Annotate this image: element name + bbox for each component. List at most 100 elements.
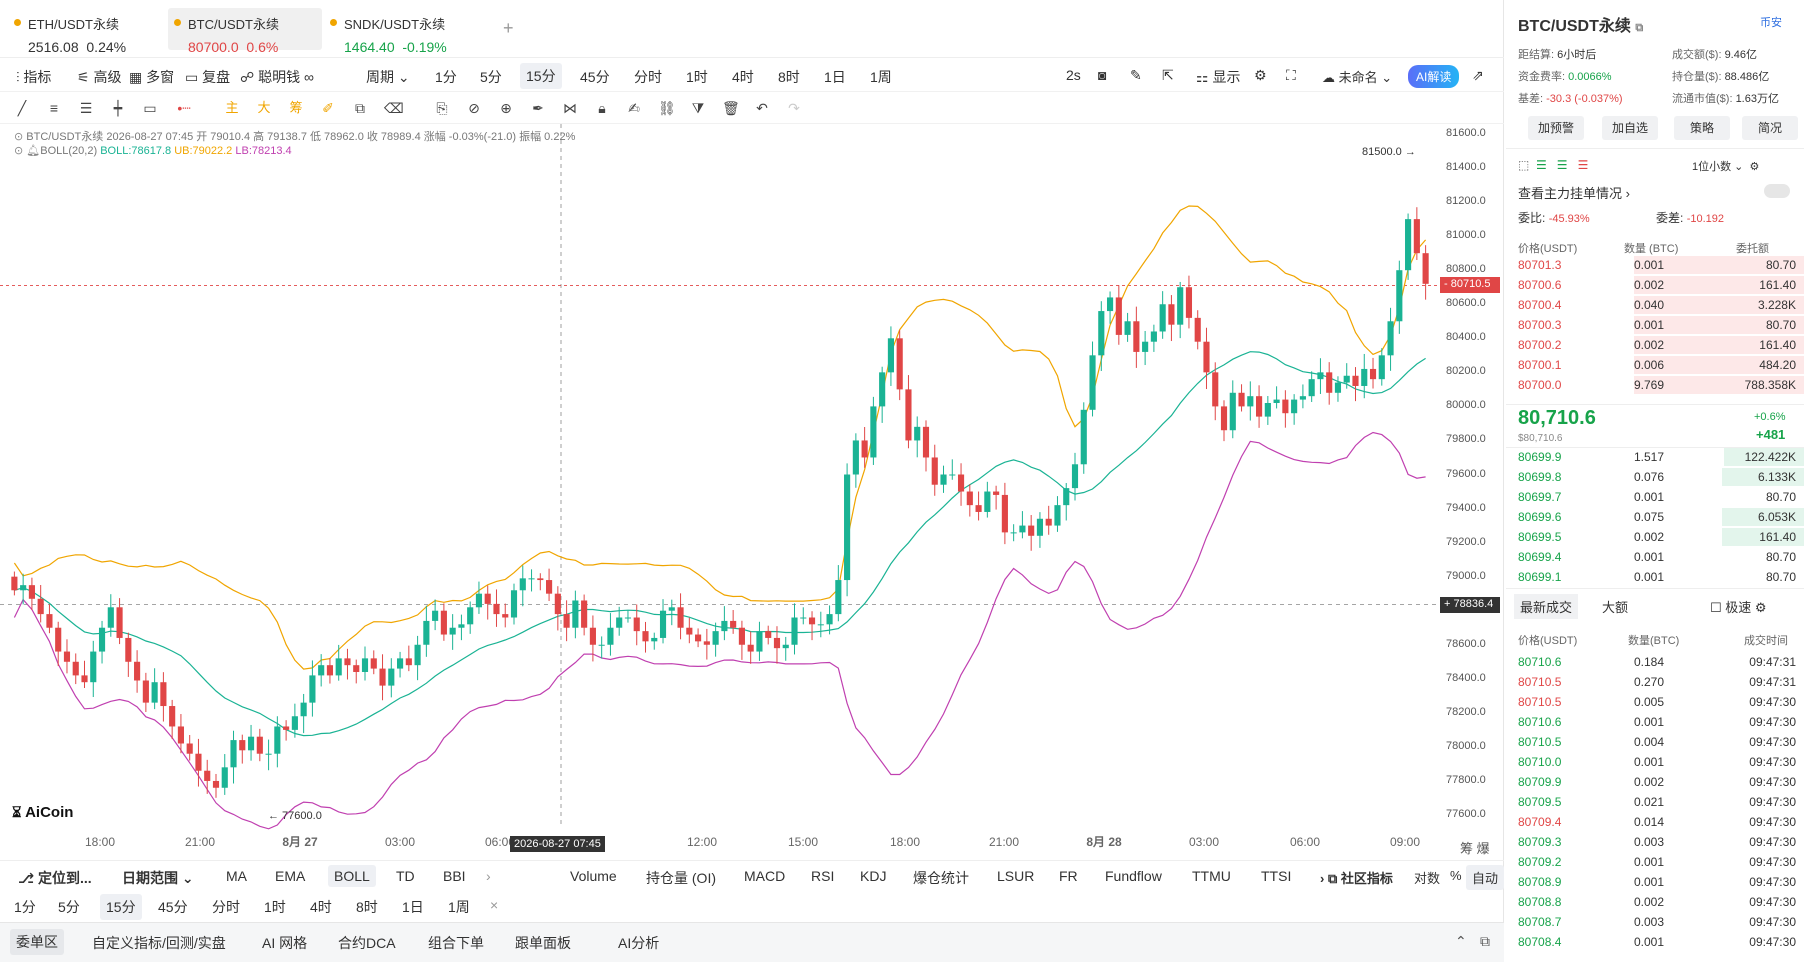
redo-icon[interactable]: ↷: [788, 100, 800, 116]
tab-combo[interactable]: 组合下单: [428, 935, 484, 951]
settings-icon[interactable]: ⚙: [1254, 67, 1267, 83]
ob-view-icons[interactable]: ⬚ ☰ ☰ ☰: [1518, 158, 1589, 172]
undo-icon[interactable]: ↶: [756, 100, 768, 116]
overview-button[interactable]: 简况: [1742, 116, 1798, 140]
interval-1d[interactable]: 1日: [824, 69, 846, 85]
ind-td[interactable]: TD: [396, 868, 415, 884]
trade-row[interactable]: 80708.9 0.001 09:47:30: [1506, 872, 1804, 892]
fullscreen-icon[interactable]: ⛶: [1286, 67, 1296, 83]
display-button[interactable]: ⚏ 显示: [1196, 69, 1241, 85]
trade-row[interactable]: 80710.6 0.184 09:47:31: [1506, 652, 1804, 672]
tab-eth[interactable]: ETH/USDT永续 2516.08 0.24%: [8, 8, 162, 55]
trade-row[interactable]: 80710.5 0.270 09:47:31: [1506, 672, 1804, 692]
sub-lsur[interactable]: LSUR: [997, 868, 1035, 884]
bid-row[interactable]: 80699.5 0.002 161.40: [1506, 527, 1804, 547]
channel-icon[interactable]: ☰: [79, 100, 93, 116]
date-range-dropdown[interactable]: 日期范围 ⌄: [122, 870, 194, 886]
pencil-icon[interactable]: ✎: [1130, 67, 1142, 83]
brush-icon[interactable]: ✐: [322, 100, 334, 116]
big-order-icon[interactable]: 大: [257, 100, 271, 115]
trade-row[interactable]: 80709.2 0.001 09:47:30: [1506, 852, 1804, 872]
exchange-link[interactable]: 币安: [1760, 17, 1782, 29]
trade-row[interactable]: 80710.5 0.005 09:47:30: [1506, 692, 1804, 712]
review-button[interactable]: ▭ 复盘: [185, 69, 231, 85]
camera-icon[interactable]: ◙: [1098, 67, 1107, 83]
tab-ai-grid[interactable]: AI 网格: [262, 935, 308, 951]
collapse-icon[interactable]: ⌃: [1455, 933, 1467, 949]
interval-timeshare[interactable]: 分时: [634, 69, 662, 85]
bid-row[interactable]: 80699.9 1.517 122.422K: [1506, 447, 1804, 467]
trade-row[interactable]: 80709.5 0.021 09:47:30: [1506, 792, 1804, 812]
trade-row[interactable]: 80709.4 0.014 09:47:30: [1506, 812, 1804, 832]
b-interval-1h[interactable]: 1时: [264, 899, 286, 915]
strategy-button[interactable]: 策略: [1674, 116, 1730, 140]
b-interval-1d[interactable]: 1日: [402, 899, 424, 915]
tab-dca[interactable]: 合约DCA: [338, 935, 396, 951]
ask-row[interactable]: 80700.1 0.006 484.20: [1506, 355, 1804, 375]
clone-icon[interactable]: ⎘: [436, 100, 448, 116]
chip-icon[interactable]: 筹: [289, 100, 303, 115]
ask-row[interactable]: 80700.0 9.769 788.358K: [1506, 375, 1804, 395]
ask-row[interactable]: 80701.3 0.001 80.70: [1506, 255, 1804, 275]
speed-button[interactable]: 2s: [1066, 67, 1081, 83]
bid-row[interactable]: 80699.1 0.001 80.70: [1506, 567, 1804, 587]
log-toggle[interactable]: 对数: [1414, 871, 1441, 886]
trash-icon[interactable]: 🗑︎: [722, 100, 740, 116]
multi-window-button[interactable]: ▦ 多窗: [129, 69, 175, 85]
add-tab-icon[interactable]: +: [503, 18, 514, 38]
interval-15m[interactable]: 15分: [520, 63, 562, 89]
b-interval-1m[interactable]: 1分: [14, 899, 36, 915]
bid-row[interactable]: 80699.4 0.001 80.70: [1506, 547, 1804, 567]
tab-copy[interactable]: 跟单面板: [515, 935, 571, 951]
sub-fundflow[interactable]: Fundflow: [1105, 868, 1162, 884]
bid-row[interactable]: 80699.8 0.076 6.133K: [1506, 467, 1804, 487]
more-ind-icon[interactable]: ›: [486, 868, 491, 884]
rect-icon[interactable]: ▭: [143, 100, 157, 116]
large-trades-tab[interactable]: 大额: [1602, 600, 1629, 615]
ind-ma[interactable]: MA: [226, 868, 247, 884]
lock-icon[interactable]: 🔒︎: [598, 100, 606, 116]
sub-oi[interactable]: 持仓量 (OI): [646, 870, 716, 886]
b-interval-45m[interactable]: 45分: [158, 899, 188, 915]
tab-custom-ind[interactable]: 自定义指标/回测/实盘: [92, 935, 226, 951]
tab-btc[interactable]: BTC/USDT永续 80700.0 0.6%: [168, 8, 322, 55]
interval-1m[interactable]: 1分: [435, 69, 457, 85]
filter-icon[interactable]: ⧩: [691, 100, 705, 116]
bid-row[interactable]: 80699.6 0.075 6.053K: [1506, 507, 1804, 527]
interval-1h[interactable]: 1时: [686, 69, 708, 85]
add-alert-button[interactable]: 加预警: [1528, 116, 1584, 140]
trade-row[interactable]: 80710.0 0.001 09:47:30: [1506, 752, 1804, 772]
copy-icon[interactable]: ⧉: [1635, 22, 1644, 34]
ask-row[interactable]: 80700.4 0.040 3.228K: [1506, 295, 1804, 315]
fast-checkbox[interactable]: ☐ 极速 ⚙: [1710, 600, 1767, 615]
sub-macd[interactable]: MACD: [744, 868, 786, 884]
sub-rsi[interactable]: RSI: [811, 868, 835, 884]
tab-orders[interactable]: 委单区: [10, 929, 64, 955]
sub-volume[interactable]: Volume: [570, 868, 617, 884]
ray-icon[interactable]: •┈: [177, 100, 191, 116]
sub-ttsi[interactable]: TTSI: [1261, 868, 1292, 884]
ind-bbi[interactable]: BBI: [443, 868, 466, 884]
sub-liq[interactable]: 爆仓统计: [913, 870, 969, 886]
sub-fr[interactable]: FR: [1059, 868, 1078, 884]
price-axis[interactable]: 81600.0 81400.0 81200.0 81000.0 80800.0 80600…: [1440, 124, 1504, 860]
export-icon[interactable]: ⇱: [1162, 67, 1174, 83]
latest-trades-tab[interactable]: 最新成交: [1514, 594, 1579, 619]
trade-row[interactable]: 80708.4 0.001 09:47:30: [1506, 932, 1804, 952]
locate-button[interactable]: ⎇ 定位到...: [18, 870, 92, 886]
zoom-icon[interactable]: ⊕: [500, 100, 512, 116]
b-interval-4h[interactable]: 4时: [310, 899, 332, 915]
b-interval-15m[interactable]: 15分: [100, 894, 142, 920]
chip-label[interactable]: 筹 爆: [1460, 841, 1490, 856]
interval-8h[interactable]: 8时: [778, 69, 800, 85]
interval-4h[interactable]: 4时: [732, 69, 754, 85]
link-icon[interactable]: ⛓: [658, 100, 676, 116]
chart-canvas[interactable]: 18:00 21:00 8月 27 03:00 06:00 12:00 15:00 18:00…: [0, 124, 1440, 860]
period-dropdown[interactable]: 周期 ⌄: [366, 69, 410, 85]
ind-ema[interactable]: EMA: [275, 868, 306, 884]
marker-icon[interactable]: ✒: [532, 100, 544, 116]
b-interval-1w[interactable]: 1周: [448, 899, 470, 915]
smart-money-button[interactable]: ☍ 聪明钱 ∞: [240, 69, 314, 85]
indicators-button[interactable]: ⫶ 指标: [16, 69, 52, 85]
decimals-dropdown[interactable]: 1位小数 ⌄ ⚙: [1692, 161, 1760, 173]
